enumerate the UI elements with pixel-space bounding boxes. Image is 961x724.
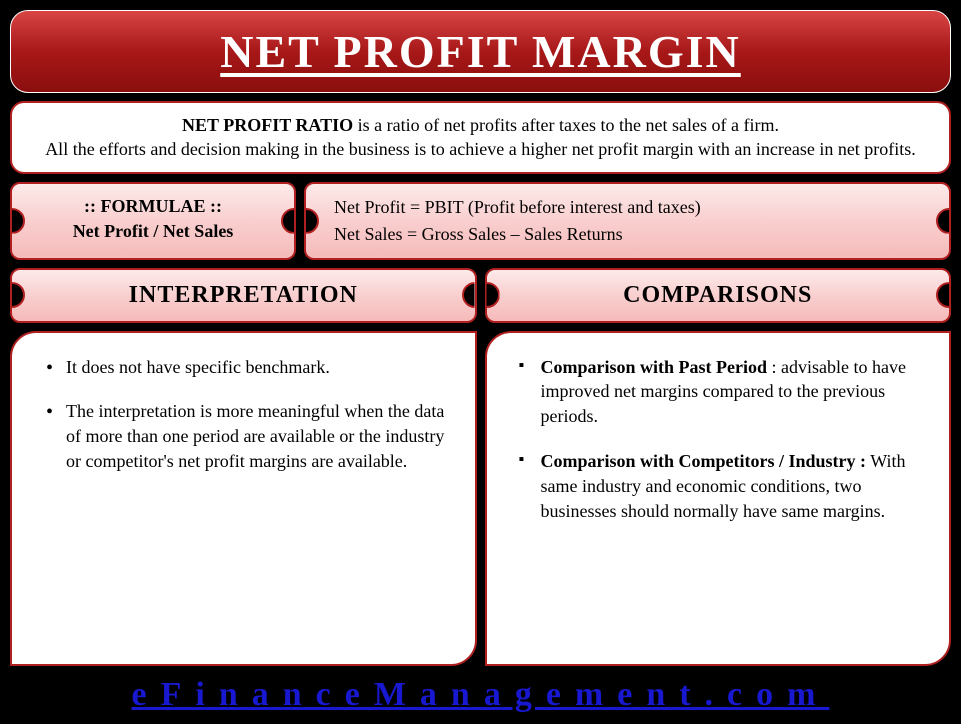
comparison-bold: Comparison with Past Period [541, 357, 768, 377]
formula-expression: Net Profit / Net Sales [30, 219, 276, 244]
comparison-bold: Comparison with Competitors / Industry : [541, 451, 867, 471]
interpretation-item: It does not have specific benchmark. [42, 355, 445, 380]
comparisons-box: Comparison with Past Period : advisable … [485, 331, 952, 666]
interpretation-box: It does not have specific benchmark. The… [10, 331, 477, 666]
desc-line1: is a ratio of net profits after taxes to… [353, 115, 779, 135]
comparison-item: Comparison with Past Period : advisable … [517, 355, 920, 429]
interpretation-header: INTERPRETATION [10, 268, 477, 323]
desc-line2: All the efforts and decision making in t… [45, 139, 916, 159]
def-net-sales: Net Sales = Gross Sales – Sales Returns [334, 221, 921, 248]
comparison-item: Comparison with Competitors / Industry :… [517, 449, 920, 523]
formula-row: :: FORMULAE :: Net Profit / Net Sales Ne… [10, 182, 951, 260]
interpretation-item: The interpretation is more meaningful wh… [42, 399, 445, 473]
comparisons-header: COMPARISONS [485, 268, 952, 323]
footer-link[interactable]: eFinanceManagement.com [10, 674, 951, 714]
section-headers-row: INTERPRETATION COMPARISONS [10, 268, 951, 323]
formula-header: :: FORMULAE :: [30, 194, 276, 219]
page-title: NET PROFIT MARGIN [25, 25, 936, 78]
def-net-profit: Net Profit = PBIT (Profit before interes… [334, 194, 921, 221]
description-box: NET PROFIT RATIO is a ratio of net profi… [10, 101, 951, 174]
title-banner: NET PROFIT MARGIN [10, 10, 951, 93]
desc-bold-lead: NET PROFIT RATIO [182, 115, 353, 135]
content-row: It does not have specific benchmark. The… [10, 331, 951, 666]
formula-box: :: FORMULAE :: Net Profit / Net Sales [10, 182, 296, 260]
formula-definitions: Net Profit = PBIT (Profit before interes… [304, 182, 951, 260]
